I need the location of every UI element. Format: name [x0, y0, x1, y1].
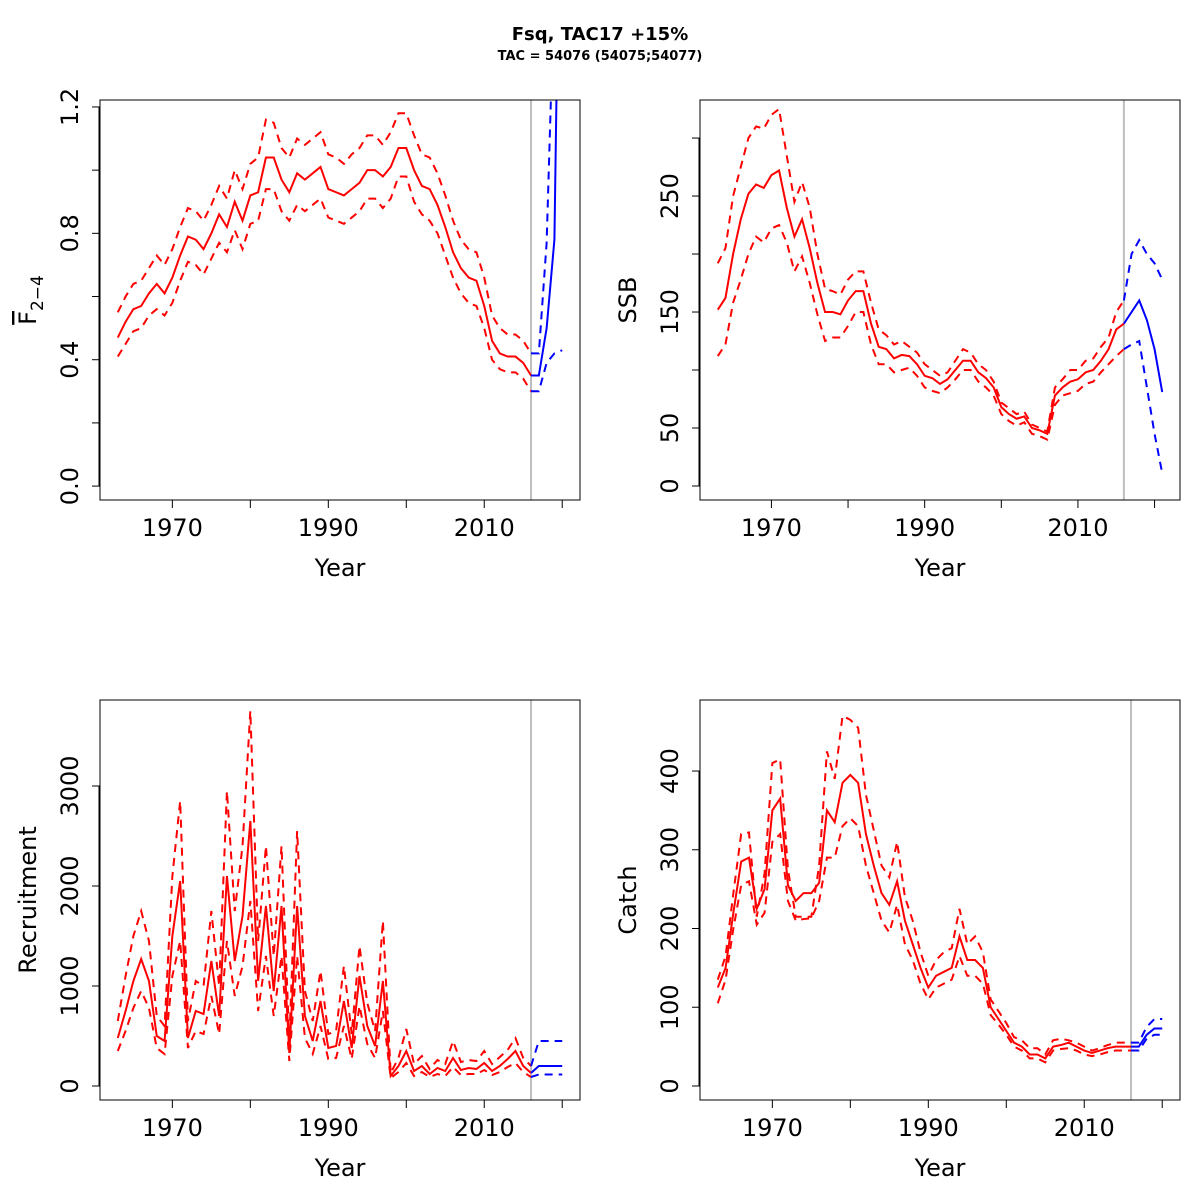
- panel: 1970 1990 2010 0 1000 2000 3000 Year Recruitment: [14, 699, 581, 1182]
- series-line: [1123, 298, 1164, 393]
- x-tick-label: 2010: [1054, 1114, 1115, 1142]
- x-tick-label: 2010: [454, 514, 515, 542]
- x-tick-label: 1970: [142, 1114, 203, 1142]
- x-axis-title: Year: [914, 1154, 966, 1182]
- plot-frame: [99, 699, 581, 1101]
- y-tick-label: 300: [656, 827, 684, 873]
- series-line: [116, 112, 532, 354]
- series-line: [530, 1040, 563, 1067]
- panel: 1970 1990 2010 0 50 150 250 Year SSB: [614, 99, 1181, 582]
- series-line: [1131, 1018, 1163, 1044]
- x-tick-label: 2010: [454, 1114, 515, 1142]
- y-axis-title-main: SSB: [614, 277, 642, 324]
- series-line: [716, 223, 1125, 442]
- y-tick-label: 1000: [56, 955, 84, 1016]
- series-line: [530, 1073, 563, 1078]
- panel: 1970 1990 2010 0 100 200 300 400 Year Catch: [614, 699, 1181, 1182]
- y-tick-label: 250: [656, 173, 684, 219]
- y-tick-label: 3000: [56, 755, 84, 816]
- series-line: [716, 816, 1132, 1064]
- panel: 1970 1990 2010 0.0 0.4 0.8 1.2 Year F2−4: [14, 88, 581, 582]
- y-tick-label: 0.0: [56, 467, 84, 505]
- x-tick-label: 1970: [142, 514, 203, 542]
- y-axis-title: SSB: [614, 277, 642, 324]
- x-tick-label: 1990: [898, 1114, 959, 1142]
- y-tick-label: 0: [656, 478, 684, 493]
- plot-frame: [699, 699, 1181, 1101]
- y-tick-label: 50: [656, 413, 684, 444]
- y-axis-title-main: Catch: [614, 865, 642, 934]
- series-line: [716, 714, 1132, 1057]
- y-axis-title-main: F: [14, 311, 42, 325]
- y-axis-title: Catch: [614, 865, 642, 934]
- series-line: [716, 168, 1125, 436]
- series-line: [531, 349, 563, 393]
- series-line: [531, 100, 552, 355]
- y-tick-label: 0.4: [56, 341, 84, 379]
- title: Fsq, TAC17 +15%: [512, 24, 689, 45]
- y-axis-title: F2−4: [14, 275, 48, 325]
- series-line: [116, 175, 532, 392]
- plot-frame: [699, 99, 1181, 501]
- series-line: [1131, 1033, 1163, 1052]
- y-axis-title: Recruitment: [14, 826, 42, 973]
- series-line: [116, 710, 532, 1077]
- series-line: [116, 147, 532, 377]
- x-tick-label: 1990: [298, 514, 359, 542]
- x-tick-label: 1970: [741, 514, 802, 542]
- y-tick-label: 1.2: [56, 88, 84, 126]
- x-tick-label: 2010: [1047, 514, 1108, 542]
- y-tick-label: 200: [656, 906, 684, 952]
- data-layer: [716, 714, 1163, 1064]
- subtitle: TAC = 54076 (54075;54077): [498, 49, 703, 64]
- y-tick-label: 0: [656, 1078, 684, 1093]
- series-line: [530, 1065, 563, 1074]
- x-axis-title: Year: [314, 554, 366, 582]
- data-layer: [716, 107, 1164, 474]
- series-line: [116, 900, 532, 1080]
- y-axis-title-main: Recruitment: [14, 826, 42, 973]
- y-tick-label: 150: [656, 289, 684, 335]
- y-tick-label: 0: [56, 1078, 84, 1093]
- x-axis-title: Year: [914, 554, 966, 582]
- y-tick-label: 400: [656, 748, 684, 794]
- series-line: [716, 107, 1125, 433]
- x-axis-title: Year: [314, 1154, 366, 1182]
- x-tick-label: 1990: [298, 1114, 359, 1142]
- data-layer: [116, 100, 563, 393]
- series-line: [531, 100, 558, 377]
- series-line: [716, 773, 1132, 1060]
- data-layer: [116, 710, 563, 1080]
- x-tick-label: 1990: [894, 514, 955, 542]
- series-line: [1131, 1027, 1163, 1048]
- series-line: [1122, 238, 1164, 301]
- x-tick-label: 1970: [742, 1114, 803, 1142]
- series-line: [1123, 339, 1164, 474]
- y-axis-title-sub: 2−4: [28, 275, 48, 311]
- series-line: [116, 820, 532, 1079]
- y-tick-label: 100: [656, 984, 684, 1030]
- plot-frame: [99, 99, 581, 501]
- y-tick-label: 2000: [56, 855, 84, 916]
- y-tick-label: 0.8: [56, 214, 84, 252]
